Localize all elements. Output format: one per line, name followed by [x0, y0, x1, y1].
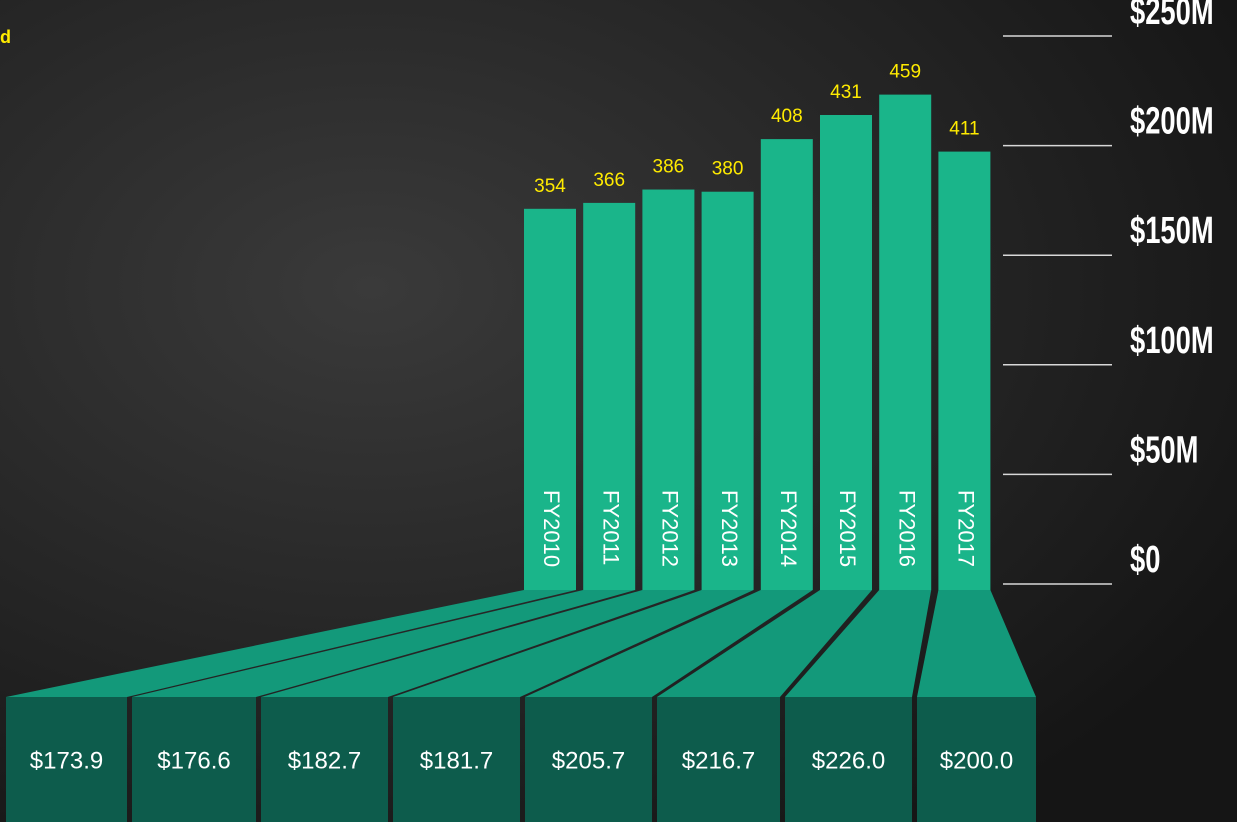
count-label: 380 [712, 159, 744, 180]
value-label: $216.7 [682, 747, 755, 774]
y-tick-label: $50M [1130, 429, 1198, 471]
x-tick-label: FY2017 [954, 490, 979, 567]
count-label: 366 [593, 170, 625, 191]
chart: d $0 $50M $100M $150M $200M $250M 354 FY2010 $17… [0, 0, 1237, 822]
y-tick-label: $150M [1130, 210, 1214, 252]
y-tick-label: $100M [1130, 320, 1214, 362]
count-label: 459 [889, 62, 921, 83]
count-label: 386 [653, 157, 685, 178]
x-tick-label: FY2011 [598, 490, 623, 565]
count-label: 411 [949, 119, 979, 140]
y-tick-label: $0 [1130, 539, 1160, 581]
x-tick-label: FY2013 [717, 490, 742, 567]
count-label: 431 [830, 82, 862, 103]
x-tick-label: FY2010 [539, 490, 564, 567]
x-tick-label: FY2012 [658, 490, 683, 567]
x-tick-label: FY2016 [894, 490, 919, 567]
value-label: $182.7 [288, 747, 361, 774]
value-label: $226.0 [812, 747, 885, 774]
x-tick-label: FY2014 [776, 490, 801, 567]
value-label: $205.7 [552, 747, 625, 774]
count-label: 408 [771, 106, 803, 127]
y-tick-label: $250M [1130, 0, 1214, 33]
value-label: $173.9 [30, 747, 103, 774]
value-label: $181.7 [420, 747, 493, 774]
x-tick-label: FY2015 [835, 490, 860, 567]
y-tick-label: $200M [1130, 100, 1214, 142]
count-label: 354 [534, 176, 566, 197]
chart-title: d [0, 27, 11, 47]
value-label: $176.6 [157, 747, 230, 774]
value-label: $200.0 [940, 747, 1013, 774]
